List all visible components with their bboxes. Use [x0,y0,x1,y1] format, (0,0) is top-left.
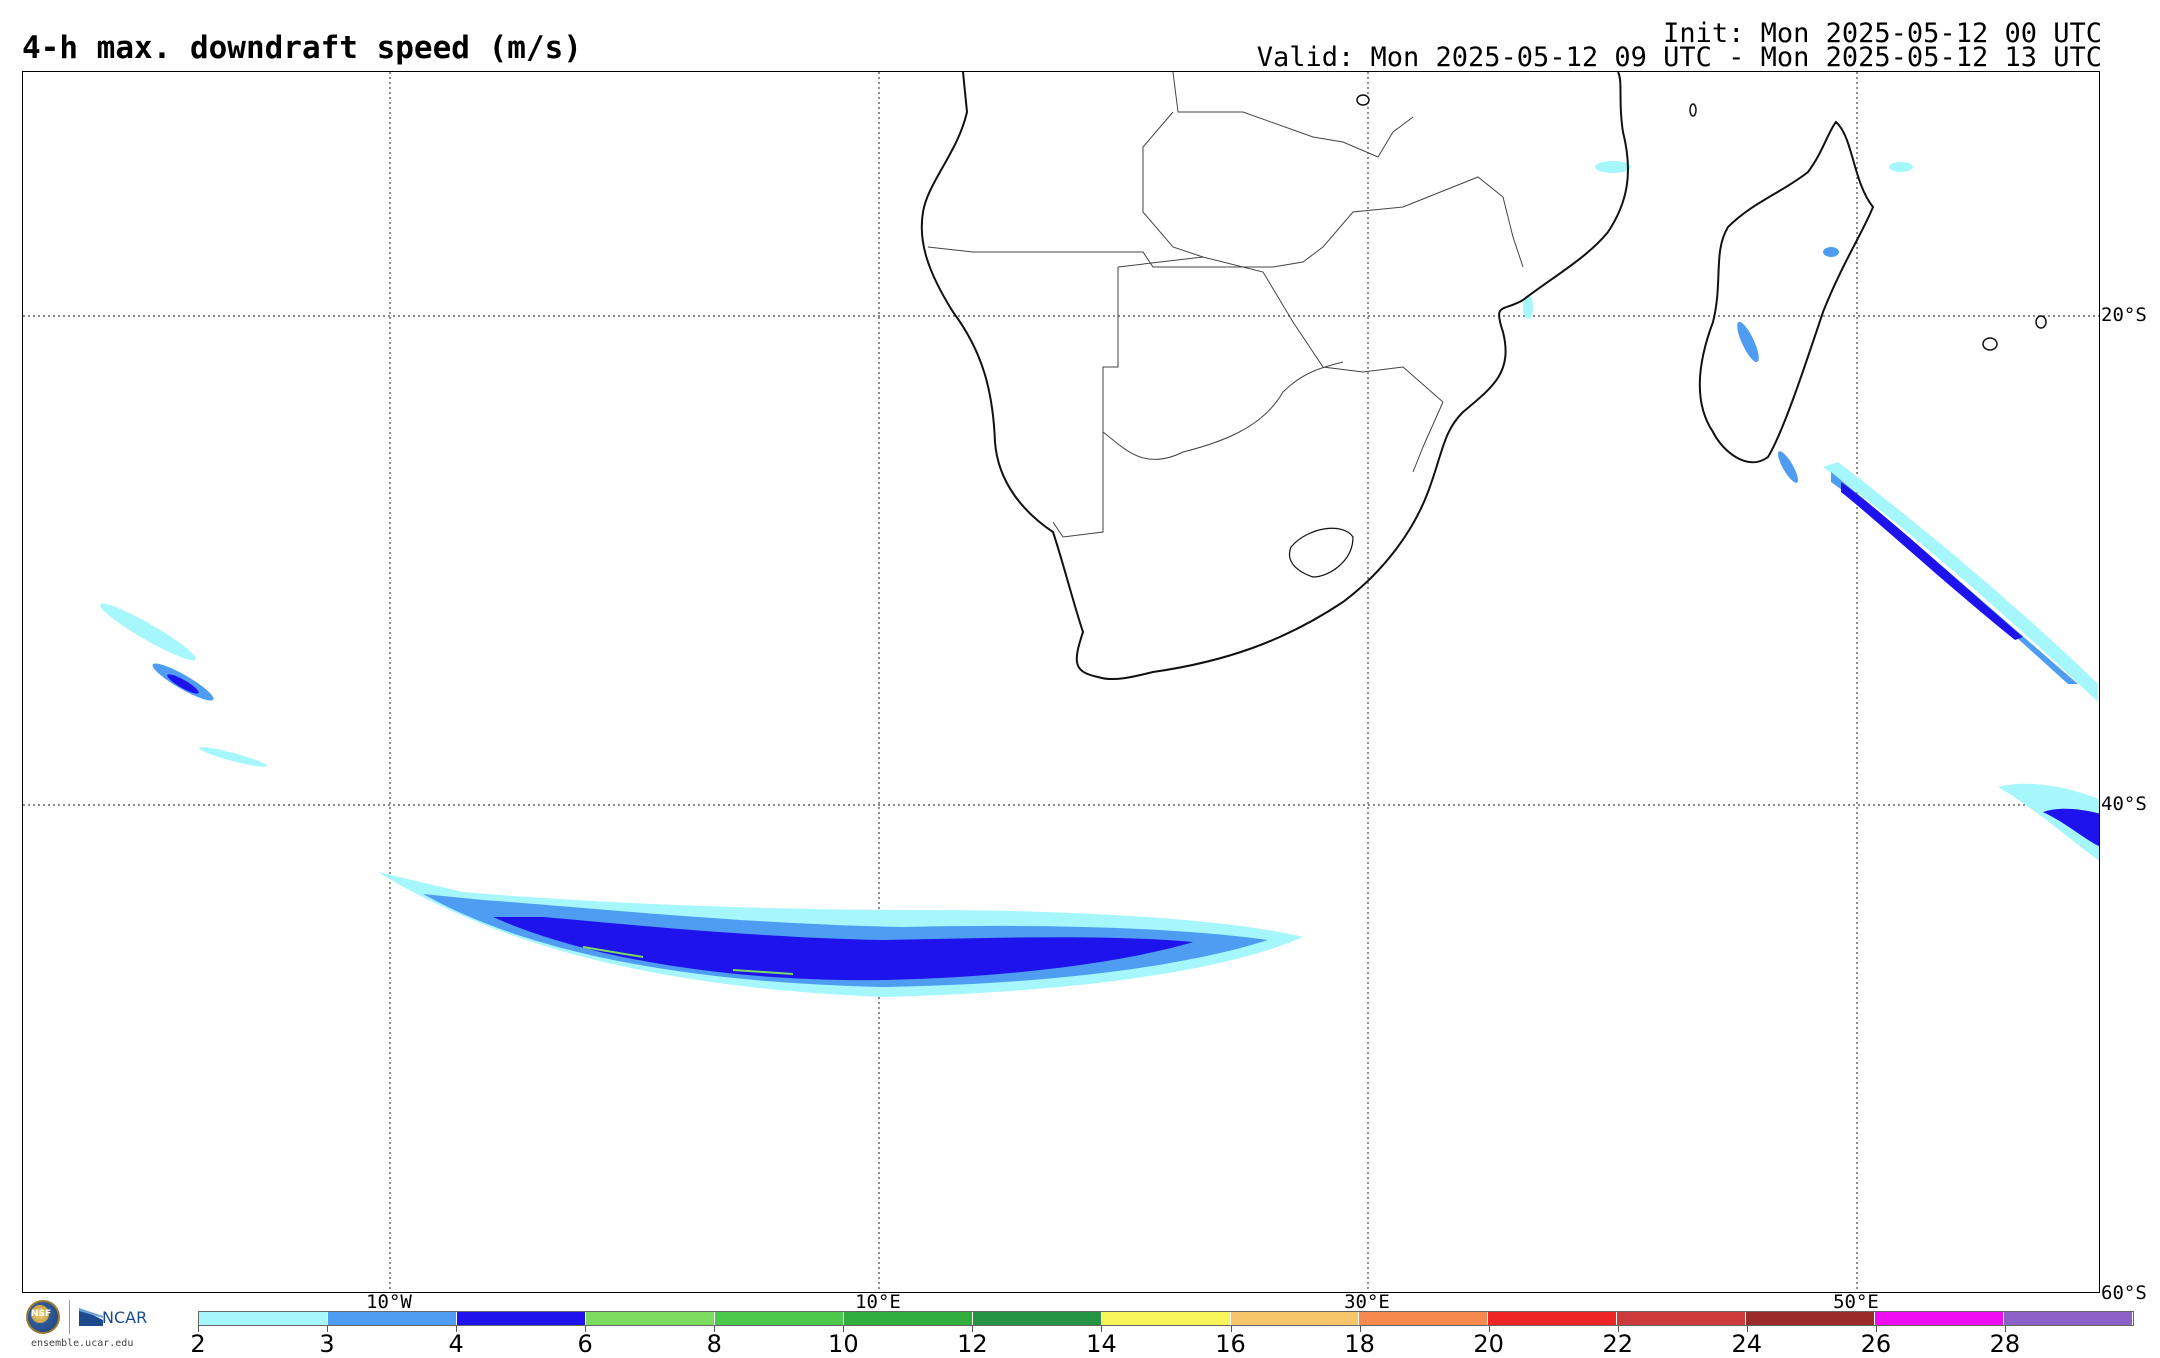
colorbar-segment [327,1312,457,1325]
valid-time-range: Valid: Mon 2025-05-12 09 UTC - Mon 2025-… [1256,42,2102,73]
downdraft-speckles-madagascar [1523,161,1913,483]
comoros-outline [1689,103,1697,117]
map-title: 4-h max. downdraft speed (m/s) [22,30,582,66]
colorbar-segment [1230,1312,1360,1325]
coastlines [920,72,2047,681]
colorbar-segment [1359,1312,1489,1325]
colorbar-tick-label: 26 [1860,1330,1892,1358]
colorbar-segment [843,1312,973,1325]
colorbar-tick [1230,1326,1232,1332]
mauritius-outline [1982,337,1998,351]
init-time: Init: Mon 2025-05-12 00 UTC [1663,18,2102,49]
colorbar-tick-label: 14 [1086,1330,1117,1358]
lake-outline [1356,94,1370,106]
nsf-logo-text: NSF [31,1309,52,1319]
colorbar-tick [2004,1326,2006,1332]
lat-label-20s: 20°S [2101,304,2147,326]
colorbar-tick-label: 18 [1344,1330,1375,1358]
colorbar-tick-label: 20 [1473,1330,1504,1358]
colorbar-tick [327,1326,329,1332]
colorbar-segment [1617,1312,1747,1325]
colorbar-tick-label: 2 [190,1330,206,1358]
ensemble-url: ensemble.ucar.edu [31,1338,134,1349]
colorbar-tick-label: 28 [1989,1330,2021,1358]
logo-divider [69,1300,70,1334]
africa-coastline [920,72,1629,681]
nsf-logo [26,1300,60,1334]
lesotho-outline [1289,527,1354,578]
colorbar-tick-label: 6 [577,1330,593,1358]
madagascar-coastline [1698,120,1875,464]
downdraft-swath-south-atlantic [378,872,1303,997]
colorbar-tick [1617,1326,1619,1332]
colorbar-tick [714,1326,716,1332]
colorbar-tick [456,1326,458,1332]
gridlines [23,72,2099,1292]
map-panel [22,71,2100,1293]
colorbar-segment [2004,1312,2134,1325]
colorbar-tick-label: 12 [957,1330,988,1358]
lat-label-60s: 60°S [2101,1282,2147,1304]
colorbar-tick-label: 3 [319,1330,335,1358]
colorbar-segment [972,1312,1102,1325]
colorbar-tick [198,1326,199,1332]
colorbar-tick [843,1326,845,1332]
colorbar-segment [199,1312,328,1325]
colorbar-segment [456,1312,586,1325]
colorbar-tick [585,1326,587,1332]
colorbar-tick-label: 10 [828,1330,859,1358]
colorbar-tick [972,1326,974,1332]
colorbar-segment [1875,1312,2005,1325]
colorbar-tick-label: 8 [706,1330,722,1358]
colorbar-segment [1488,1312,1618,1325]
reunion-outline [2035,315,2047,329]
logo-block: NSF NCAR ensemble.ucar.edu [24,1298,164,1349]
lon-label-10e: 10°E [855,1291,901,1313]
downdraft-swath-southwest-indian [1823,462,2098,702]
ncar-logo-icon [79,1308,103,1326]
country-borders [927,72,1524,538]
colorbar-tick-label: 4 [448,1330,464,1358]
colorbar-tick [1875,1326,1877,1332]
downdraft-swath-west-atlantic [100,603,267,767]
colorbar-tick [1488,1326,1490,1332]
ncar-logo-text: NCAR [102,1308,148,1327]
colorbar-segment [585,1312,715,1325]
colorbar-tick [1359,1326,1361,1332]
colorbar-tick [1746,1326,1748,1332]
map-canvas [23,72,2099,1292]
colorbar-tick-label: 24 [1731,1330,1763,1358]
colorbar-segment [1101,1312,1231,1325]
lon-label-50e: 50°E [1833,1291,1879,1313]
colorbar-segment [714,1312,844,1325]
lon-label-10w: 10°W [366,1291,412,1313]
colorbar [198,1311,2134,1326]
downdraft-swath-east-edge [1998,783,2099,861]
colorbar-tick-label: 22 [1602,1330,1633,1358]
colorbar-segment [1746,1312,1876,1325]
colorbar-tick-label: 16 [1215,1330,1246,1358]
colorbar-tick [1101,1326,1103,1332]
lat-label-40s: 40°S [2101,793,2147,815]
lon-label-30e: 30°E [1344,1291,1390,1313]
